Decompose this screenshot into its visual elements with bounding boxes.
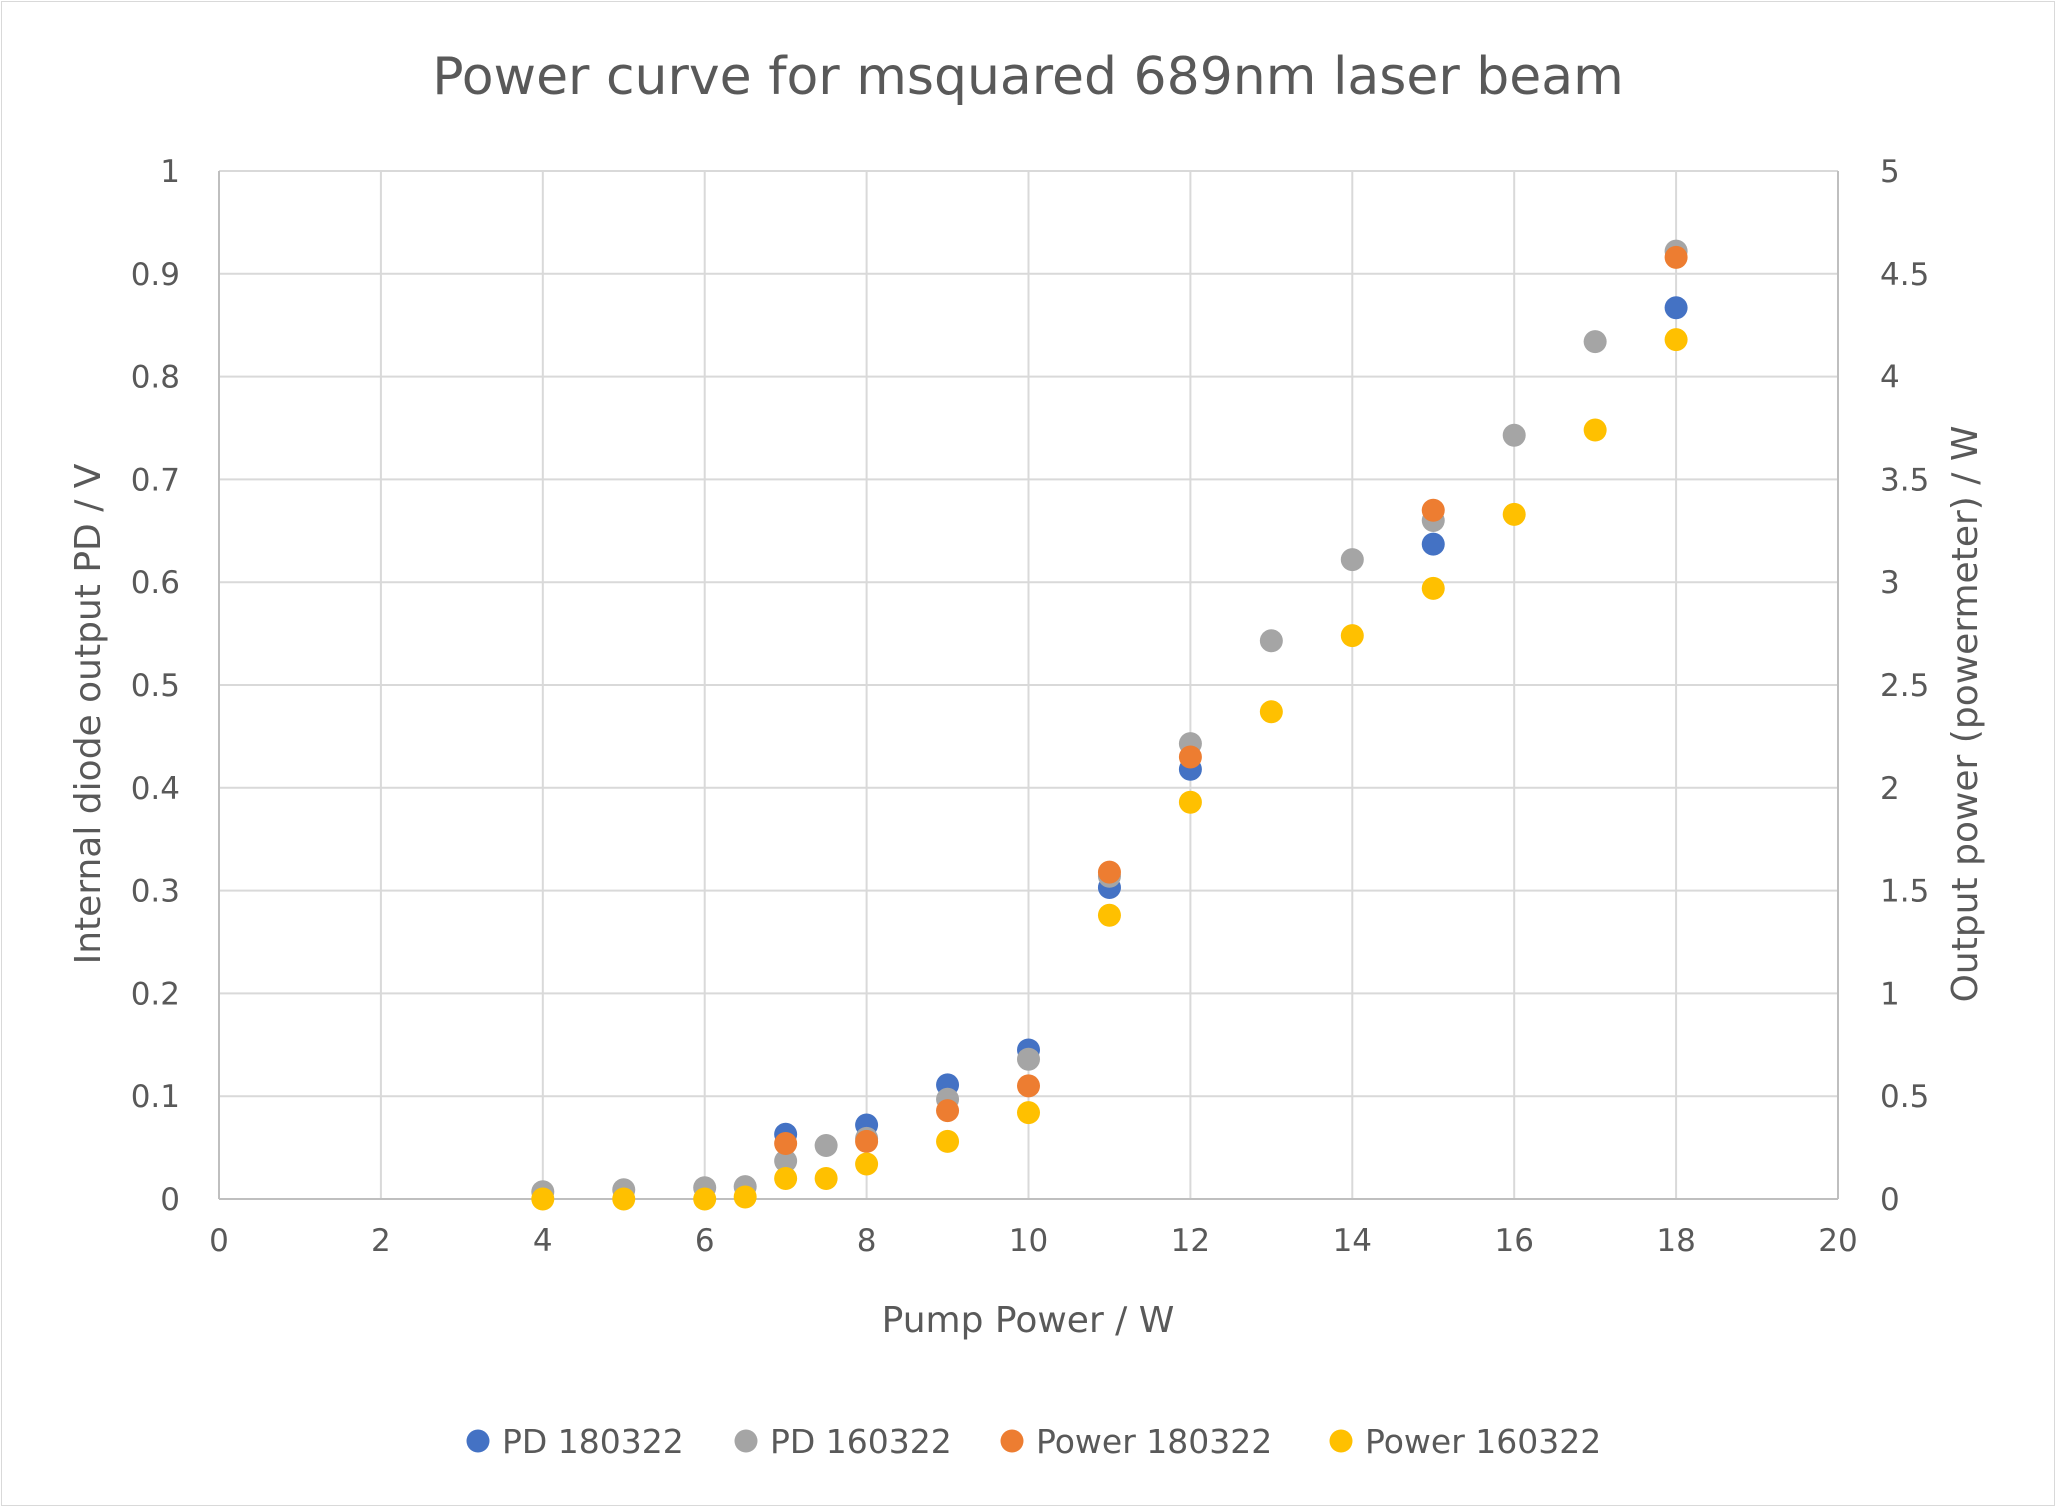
- data-point: [774, 1149, 798, 1173]
- data-point: [612, 1187, 636, 1211]
- legend-marker: [1000, 1429, 1024, 1453]
- y2-tick-label: 1.5: [1880, 874, 1929, 910]
- y-tick-label: 0.7: [131, 462, 180, 498]
- data-point: [1583, 330, 1607, 354]
- data-point: [1017, 1101, 1040, 1125]
- y-tick-label: 0.5: [131, 668, 180, 704]
- legend: PD 180322 PD 160322 Power 180322 Power 1603…: [466, 1422, 1601, 1461]
- y2-tick-label: 4.5: [1880, 257, 1929, 293]
- data-point: [855, 1129, 879, 1153]
- y-tick-label: 0.4: [131, 771, 180, 807]
- data-point: [1178, 745, 1202, 769]
- y2-tick-label: 5: [1880, 154, 1900, 190]
- y-axis-title: Internal diode output PD / V: [68, 463, 109, 964]
- data-point: [1502, 502, 1526, 526]
- y2-tick-label: 0: [1880, 1182, 1900, 1218]
- y2-axis-title: Output power (powermeter) / W: [1945, 426, 1986, 1003]
- y-tick-label: 0.3: [131, 874, 180, 910]
- data-point: [1421, 498, 1445, 522]
- x-tick-label: 16: [1494, 1223, 1533, 1259]
- x-tick-label: 8: [857, 1223, 877, 1259]
- legend-label: Power 180322: [1036, 1422, 1272, 1461]
- data-point: [1178, 790, 1202, 814]
- data-point: [1097, 903, 1121, 927]
- data-point: [814, 1134, 838, 1158]
- data-point: [936, 1129, 960, 1153]
- legend-item: Power 180322: [1000, 1422, 1272, 1461]
- data-point: [1664, 296, 1688, 320]
- y2-tick-label: 4: [1880, 360, 1900, 396]
- chart-title: Power curve for msquared 689nm laser bea…: [432, 47, 1624, 107]
- x-tick-label: 18: [1656, 1223, 1695, 1259]
- y-tick-label: 0.2: [131, 976, 180, 1012]
- data-point: [1583, 418, 1607, 442]
- y2-axis-ticks: 0 0.5 1 1.5 2 2.5 3 3.5 4 4.5 5: [1880, 154, 1929, 1218]
- data-point: [693, 1187, 717, 1211]
- x-tick-label: 4: [533, 1223, 553, 1259]
- x-tick-label: 20: [1818, 1223, 1857, 1259]
- data-point: [774, 1166, 798, 1190]
- data-point: [855, 1152, 879, 1176]
- y-tick-label: 0: [160, 1182, 180, 1218]
- legend-marker: [734, 1429, 758, 1453]
- legend-label: PD 160322: [770, 1422, 952, 1461]
- y-tick-label: 1: [160, 154, 180, 190]
- y2-tick-label: 1: [1880, 976, 1900, 1012]
- y-tick-label: 0.8: [131, 360, 180, 396]
- x-axis-ticks: 0 2 4 6 8 10 12 14 16 18 20: [209, 1223, 1858, 1259]
- legend-label: PD 180322: [502, 1422, 684, 1461]
- data-point: [1421, 576, 1445, 600]
- y-axis-ticks: 0 0.1 0.2 0.3 0.4 0.5 0.6 0.7 0.8 0.9 1: [131, 154, 180, 1218]
- legend-marker: [1329, 1429, 1353, 1453]
- y-tick-label: 0.1: [131, 1079, 180, 1115]
- legend-label: Power 160322: [1365, 1422, 1601, 1461]
- series-power-180322: [774, 245, 1688, 1155]
- series-pd-180322: [774, 296, 1688, 1146]
- y2-tick-label: 2: [1880, 771, 1900, 807]
- data-point: [1259, 629, 1283, 653]
- x-axis-title: Pump Power / W: [882, 1300, 1175, 1341]
- data-point: [1502, 423, 1526, 447]
- y2-tick-label: 3: [1880, 565, 1900, 601]
- y-tick-label: 0.6: [131, 565, 180, 601]
- x-tick-label: 6: [695, 1223, 715, 1259]
- data-point: [1340, 548, 1364, 572]
- data-point: [1340, 624, 1364, 648]
- x-tick-label: 2: [371, 1223, 391, 1259]
- y-tick-label: 0.9: [131, 257, 180, 293]
- y2-tick-label: 3.5: [1880, 462, 1929, 498]
- gridlines: [218, 170, 1839, 1200]
- legend-marker: [466, 1429, 490, 1453]
- legend-item: PD 160322: [734, 1422, 952, 1461]
- data-point: [774, 1131, 798, 1155]
- data-point: [1017, 1047, 1040, 1071]
- data-point: [531, 1187, 555, 1211]
- data-point: [1259, 700, 1283, 724]
- data-points: [531, 239, 1688, 1211]
- series-power-160322: [531, 328, 1688, 1211]
- data-point: [936, 1099, 960, 1123]
- data-point: [1097, 860, 1121, 884]
- data-point: [733, 1185, 757, 1209]
- y2-tick-label: 0.5: [1880, 1079, 1929, 1115]
- x-tick-label: 12: [1171, 1223, 1210, 1259]
- data-point: [1017, 1074, 1040, 1098]
- x-tick-label: 0: [209, 1223, 229, 1259]
- y2-tick-label: 2.5: [1880, 668, 1929, 704]
- legend-item: Power 160322: [1329, 1422, 1601, 1461]
- data-point: [1664, 328, 1688, 352]
- x-tick-label: 10: [1009, 1223, 1048, 1259]
- legend-item: PD 180322: [466, 1422, 684, 1461]
- x-tick-label: 14: [1333, 1223, 1372, 1259]
- data-point: [1421, 532, 1445, 556]
- data-point: [1664, 245, 1688, 269]
- data-point: [814, 1166, 838, 1190]
